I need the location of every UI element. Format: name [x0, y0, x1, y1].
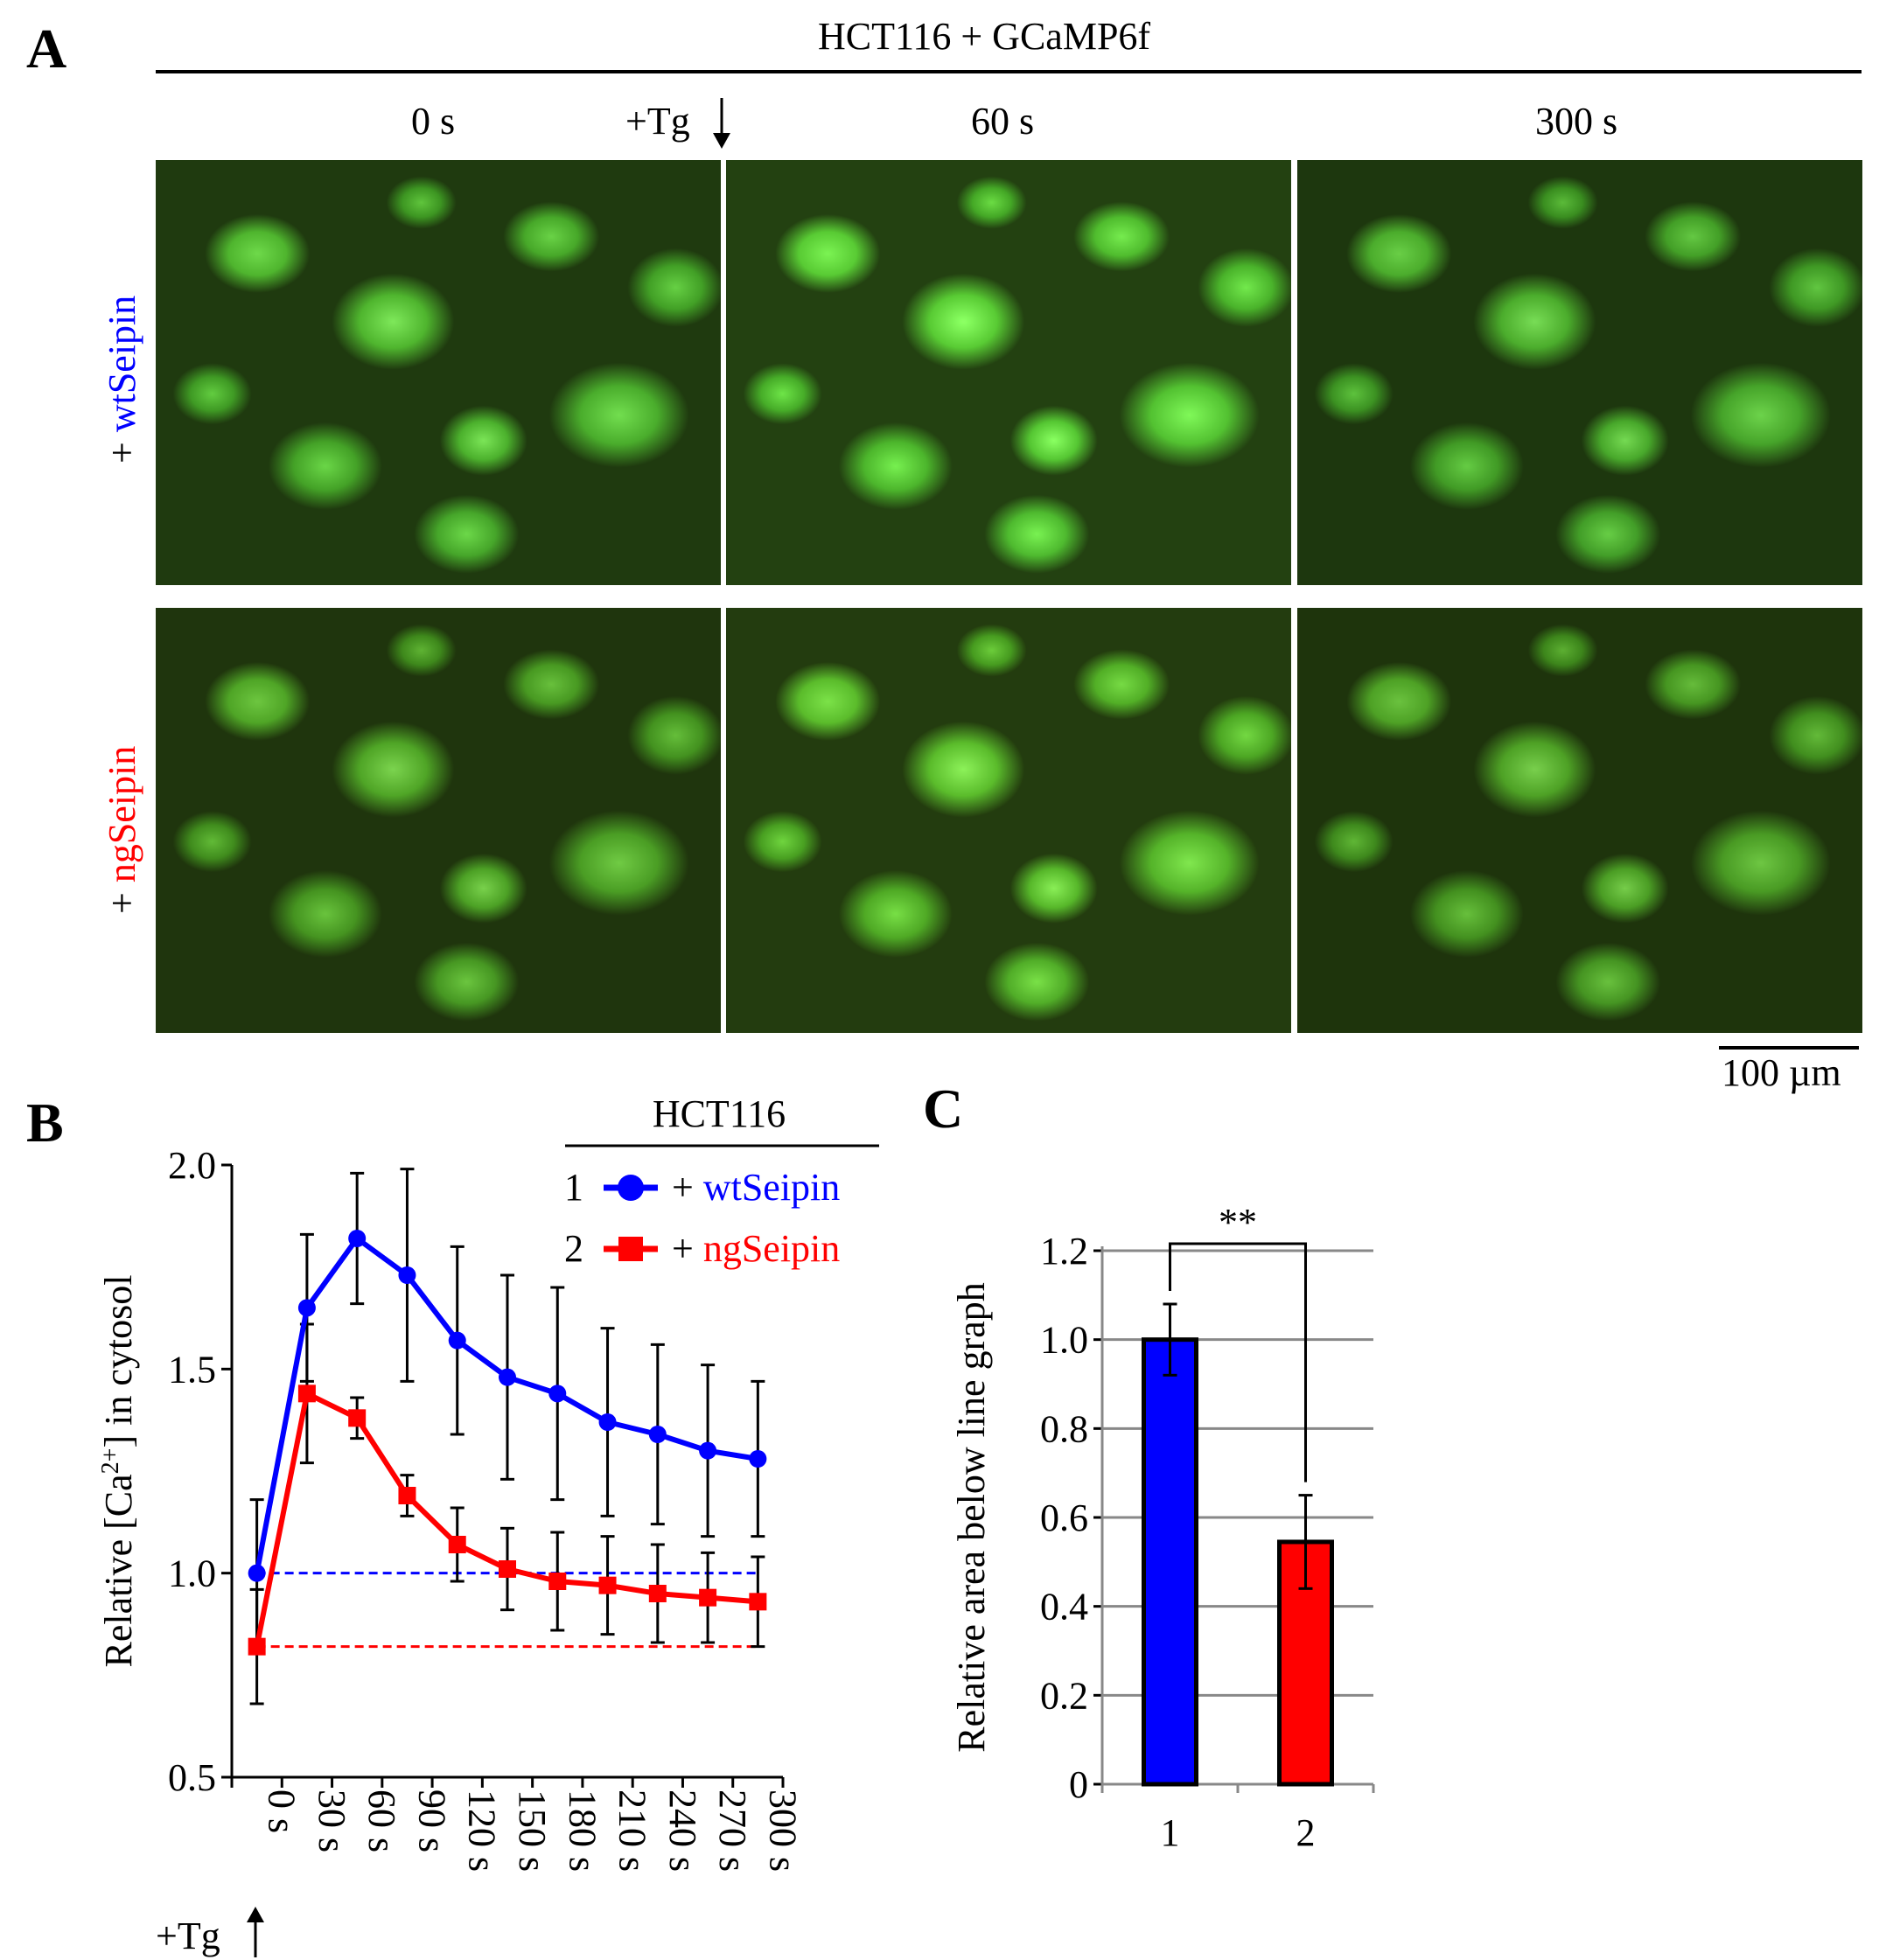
x-tick-label-c: 1 — [1161, 1811, 1180, 1854]
y-label-part: ] in cytosol — [97, 1275, 140, 1448]
y-tick-label-c: 1.2 — [1040, 1230, 1088, 1273]
x-tick-label-b: 0 s — [261, 1789, 304, 1833]
data-point-wt — [499, 1368, 516, 1386]
data-point-ng — [699, 1588, 717, 1607]
data-point-wt — [648, 1426, 667, 1443]
line-chart-calcium: HCT116 1 + wtSeipin 2 + ngSeipin +Tg 0.5… — [97, 1092, 879, 1957]
time-label-300s: 300 s — [1535, 100, 1618, 143]
micrograph-ng-300s — [1297, 608, 1862, 1033]
row-label-wtseipin: + wtSeipin — [101, 295, 143, 464]
panel-b-label: B — [26, 1092, 64, 1154]
row-label-wt-prefix: + — [101, 432, 143, 464]
data-point-ng — [648, 1585, 667, 1602]
x-tick-label-b: 240 s — [661, 1789, 704, 1872]
time-label-60s: 60 s — [971, 100, 1035, 143]
row-label-ng-name: ngSeipin — [101, 745, 143, 883]
panel-a-title-rule — [156, 70, 1862, 73]
y-axis-label-c: Relative area below line graph — [950, 1282, 993, 1753]
y-tick-label-b: 1.5 — [168, 1348, 216, 1391]
tg-addition-label: +Tg — [625, 100, 690, 143]
y-label-superscript: 2+ — [97, 1448, 124, 1475]
x-tick-label-b: 300 s — [761, 1789, 804, 1872]
tg-label-b: +Tg — [156, 1915, 220, 1957]
x-tick-label-b: 60 s — [360, 1789, 403, 1852]
y-tick-label-c: 0.6 — [1040, 1496, 1088, 1539]
x-tick-label-b: 210 s — [611, 1789, 654, 1872]
data-point-ng — [297, 1385, 316, 1403]
y-tick-label-b: 1.0 — [168, 1552, 216, 1595]
data-point-wt — [749, 1450, 767, 1468]
legend-index-2: 2 — [564, 1227, 583, 1270]
bar-1 — [1142, 1337, 1198, 1787]
micrograph-ng-0s — [156, 608, 721, 1033]
micrograph-wt-60s — [726, 160, 1291, 585]
legend-ng-prefix: + — [672, 1227, 703, 1270]
micrograph-ng-60s — [726, 608, 1291, 1033]
y-axis-label-b: Relative [Ca2+] in cytosol — [97, 1275, 141, 1668]
x-tick-label-b: 120 s — [461, 1789, 504, 1872]
data-point-ng — [348, 1409, 367, 1427]
tg-marker-b: +Tg — [156, 1907, 264, 1957]
y-tick-label-c: 0.4 — [1040, 1586, 1088, 1629]
legend-b: HCT116 1 + wtSeipin 2 + ngSeipin — [564, 1092, 879, 1270]
data-point-wt — [548, 1385, 567, 1403]
scale-bar-label: 100 µm — [1722, 1051, 1841, 1094]
y-tick-label-c: 0 — [1069, 1763, 1088, 1806]
micrograph-wt-300s — [1297, 160, 1862, 585]
data-point-ng — [248, 1637, 266, 1656]
y-tick-label-c: 0.2 — [1040, 1674, 1088, 1717]
legend-wt-name: wtSeipin — [703, 1166, 840, 1209]
data-point-wt — [248, 1564, 266, 1582]
row-label-wt-name: wtSeipin — [101, 295, 143, 433]
x-tick-label-b: 90 s — [410, 1789, 453, 1852]
data-point-wt — [398, 1266, 416, 1284]
tg-up-arrowhead-icon — [247, 1907, 264, 1922]
legend-ng-name: ngSeipin — [703, 1227, 840, 1270]
y-tick-label-c: 1.0 — [1040, 1319, 1088, 1362]
scale-bar — [1719, 1046, 1859, 1050]
legend-marker-wt — [618, 1175, 644, 1201]
row-label-ngseipin: + ngSeipin — [101, 745, 143, 914]
y-label-part: Relative [Ca — [97, 1474, 140, 1667]
x-tick-label-b: 270 s — [711, 1789, 754, 1872]
data-point-wt — [448, 1331, 466, 1350]
panel-a-title: HCT116 + GCaMP6f — [818, 15, 1151, 58]
data-point-ng — [448, 1536, 466, 1553]
data-point-wt — [699, 1441, 717, 1460]
x-tick-label-b: 150 s — [511, 1789, 554, 1872]
data-point-ng — [499, 1560, 516, 1578]
legend-index-1: 1 — [564, 1166, 583, 1209]
data-point-ng — [548, 1573, 567, 1590]
x-tick-label-b: 30 s — [311, 1789, 353, 1852]
x-tick-label-c: 2 — [1296, 1811, 1316, 1854]
data-point-wt — [598, 1413, 617, 1431]
legend-title: HCT116 — [653, 1092, 786, 1135]
data-point-ng — [749, 1593, 767, 1611]
significance-bracket — [1169, 1242, 1307, 1482]
y-tick-label-c: 0.8 — [1040, 1407, 1088, 1450]
micrograph-wt-0s — [156, 160, 721, 585]
x-tick-label-b: 180 s — [561, 1789, 604, 1872]
data-point-ng — [598, 1576, 617, 1594]
data-point-wt — [348, 1230, 367, 1247]
panel-c-label: C — [923, 1078, 964, 1140]
y-tick-label-b: 0.5 — [168, 1756, 216, 1799]
legend-marker-ng — [618, 1237, 643, 1261]
data-point-wt — [297, 1299, 316, 1317]
legend-text-wt: + wtSeipin — [672, 1166, 840, 1209]
significance-label: ** — [1219, 1201, 1257, 1244]
time-label-0s: 0 s — [411, 100, 456, 143]
y-tick-label-b: 2.0 — [168, 1144, 216, 1187]
data-point-ng — [398, 1487, 416, 1504]
tg-down-arrow-icon — [713, 98, 730, 149]
legend-text-ng: + ngSeipin — [672, 1227, 840, 1270]
bar-chart-area: 0 0.2 0.4 0.6 0.8 1.0 1.2 1 2 ** Relative area bel… — [950, 1201, 1375, 1854]
row-label-ng-prefix: + — [101, 882, 143, 914]
legend-wt-prefix: + — [672, 1166, 703, 1209]
panel-a-label: A — [26, 17, 67, 80]
